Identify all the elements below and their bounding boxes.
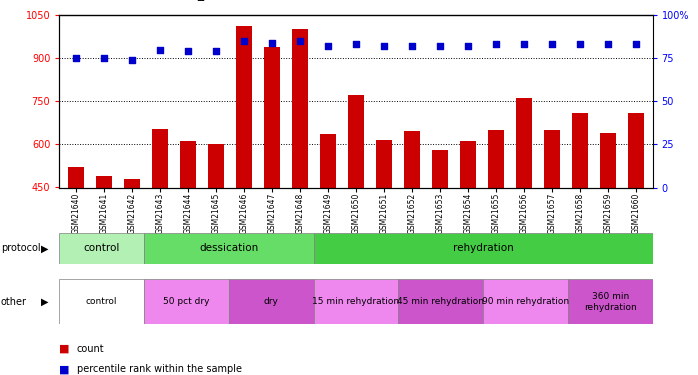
Bar (320, 134, 336, 317)
Text: 360 min
rehydration: 360 min rehydration (584, 292, 637, 312)
Text: 50 pct dry: 50 pct dry (163, 297, 209, 306)
Point (519, 41, 530, 47)
Bar (483, 279, 568, 324)
Bar (209, 144, 224, 317)
Text: control: control (86, 297, 117, 306)
Bar (544, 130, 560, 317)
Bar (265, 46, 280, 317)
Text: percentile rank within the sample: percentile rank within the sample (77, 364, 242, 374)
Text: rehydration: rehydration (453, 243, 514, 254)
Bar (237, 27, 252, 317)
Bar (488, 130, 503, 317)
Point (154, 46, 165, 53)
Point (378, 43, 389, 49)
Bar (348, 96, 364, 317)
Text: ▶: ▶ (40, 243, 48, 254)
Text: dry: dry (264, 297, 279, 306)
Bar (68, 167, 84, 317)
Bar (572, 113, 588, 317)
Text: count: count (77, 344, 105, 354)
Point (98, 55, 110, 61)
Point (602, 41, 614, 47)
Text: 45 min rehydration: 45 min rehydration (397, 297, 484, 306)
Bar (144, 232, 313, 264)
Text: control: control (84, 243, 120, 254)
Bar (96, 176, 112, 317)
Bar (313, 279, 399, 324)
Bar (600, 133, 616, 317)
Bar (59, 232, 144, 264)
Point (239, 38, 250, 44)
Point (350, 41, 362, 47)
Point (490, 41, 501, 47)
Point (406, 43, 417, 49)
Bar (180, 141, 195, 317)
Point (547, 41, 558, 47)
Point (70, 55, 82, 61)
Text: other: other (1, 297, 27, 307)
Point (574, 41, 586, 47)
Bar (376, 140, 392, 317)
Point (211, 48, 222, 54)
Text: protocol: protocol (1, 243, 40, 254)
Text: 90 min rehydration: 90 min rehydration (482, 297, 569, 306)
Point (630, 41, 641, 47)
Text: 15 min rehydration: 15 min rehydration (313, 297, 399, 306)
Bar (568, 279, 653, 324)
Text: ▶: ▶ (40, 297, 48, 307)
Point (322, 43, 334, 49)
Point (126, 57, 138, 63)
Bar (399, 279, 483, 324)
Text: ■: ■ (59, 364, 70, 374)
Bar (292, 29, 308, 317)
Bar (517, 98, 532, 317)
Bar (152, 129, 168, 317)
Point (267, 40, 278, 46)
Point (295, 38, 306, 44)
Bar (313, 232, 653, 264)
Bar (144, 279, 229, 324)
Bar (628, 113, 644, 317)
Bar (59, 279, 144, 324)
Bar (432, 150, 447, 317)
Text: dessication: dessication (199, 243, 258, 254)
Point (462, 43, 473, 49)
Bar (404, 131, 419, 317)
Point (182, 48, 193, 54)
Text: ■: ■ (59, 344, 70, 354)
Bar (124, 179, 140, 317)
Bar (460, 141, 475, 317)
Bar (229, 279, 313, 324)
Point (434, 43, 445, 49)
